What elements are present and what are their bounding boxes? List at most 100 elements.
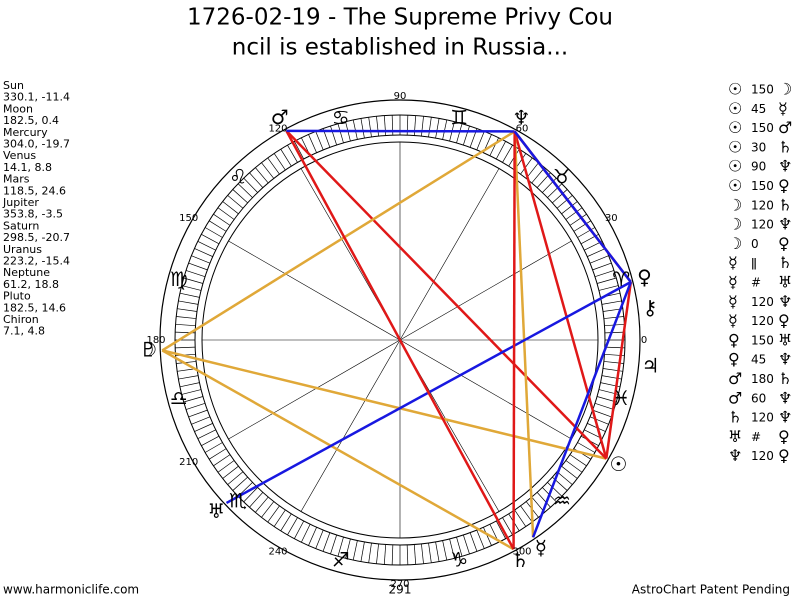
ring-tick: [280, 513, 292, 531]
aspect-planet: ♀: [778, 176, 790, 195]
planet-name: Mars: [3, 173, 30, 186]
aspect-planet: ☽: [778, 80, 792, 99]
degree-label: 180: [146, 335, 165, 346]
ring-tick: [255, 167, 269, 184]
ring-tick: [217, 207, 235, 220]
aspect-type: 150: [751, 333, 774, 347]
zodiac-sign: ♍: [170, 267, 188, 291]
planet-coords: 353.8, -3.5: [3, 208, 63, 221]
aspect-type: 150: [751, 83, 774, 97]
ring-tick: [502, 144, 513, 163]
aspect-line: [513, 131, 608, 459]
ring-tick: [183, 396, 204, 403]
aspect-line: [161, 130, 516, 352]
ring-tick: [209, 220, 227, 232]
planet-glyph: ⚷: [643, 295, 658, 319]
ring-tick: [360, 118, 365, 139]
aspect-planet: ♆: [778, 388, 792, 407]
ring-tick: [204, 442, 223, 453]
ring-tick: [227, 195, 244, 209]
planet-name: Venus: [3, 149, 36, 162]
ring-tick: [594, 403, 615, 410]
ring-tick: [294, 520, 305, 539]
ring-tick: [589, 416, 609, 425]
ring-tick: [489, 137, 499, 156]
ring-tick: [176, 361, 197, 364]
aspect-type: 120: [751, 295, 774, 309]
ring-tick: [213, 213, 231, 226]
ring-tick: [185, 270, 206, 277]
ring-tick: [249, 172, 264, 188]
aspect-type: 45: [751, 102, 766, 116]
ring-tick: [175, 346, 196, 349]
ring-tick: [267, 157, 280, 175]
ring-tick: [435, 541, 440, 562]
planet-coords: 14.1, 8.8: [3, 161, 52, 174]
aspect-planet: ♄: [778, 195, 792, 214]
ring-tick: [237, 183, 253, 198]
ring-tick: [273, 153, 286, 171]
planet-glyph: ♇: [139, 337, 157, 361]
ring-tick: [175, 323, 196, 327]
ring-tick: [594, 270, 615, 277]
aspect-type: ǁ: [751, 256, 757, 270]
ring-tick: [376, 116, 379, 137]
ring-tick: [456, 536, 463, 557]
ring-tick: [201, 435, 220, 446]
ring-tick: [185, 403, 206, 410]
aspect-planet: ☽: [728, 195, 742, 214]
ring-tick: [547, 183, 563, 198]
aspect-planet: ☿: [728, 292, 738, 311]
ring-tick: [177, 308, 198, 312]
ring-tick: [495, 520, 506, 539]
aspect-type: 120: [751, 218, 774, 232]
ring-tick: [556, 195, 573, 209]
ring-tick: [589, 255, 609, 264]
ring-tick: [383, 544, 387, 565]
aspect-type: 180: [751, 372, 774, 386]
planet-coords: 223.2, -15.4: [3, 255, 70, 268]
planet-glyph: ♂: [271, 105, 289, 129]
ring-tick: [456, 123, 463, 144]
planet-glyph: ♆: [512, 106, 530, 130]
ring-tick: [301, 524, 311, 543]
ring-tick: [604, 331, 625, 334]
ring-tick: [194, 248, 213, 257]
zodiac-sign: ♌: [229, 165, 247, 189]
ring-tick: [391, 544, 394, 565]
ring-tick: [261, 162, 275, 179]
aspect-planet: ♀: [778, 234, 790, 253]
planet-name: Mercury: [3, 126, 48, 139]
ring-tick: [476, 529, 485, 549]
planet-coords: 304.0, -19.7: [3, 138, 70, 151]
planet-glyph: ♄: [511, 548, 529, 572]
ascendant: 291: [389, 583, 412, 597]
aspect-type: 30: [751, 140, 766, 154]
ring-tick: [483, 527, 492, 546]
ring-tick: [552, 189, 568, 204]
ring-tick: [227, 471, 244, 485]
ring-tick: [188, 262, 208, 271]
aspect-line: [285, 130, 515, 550]
aspect-type: 120: [751, 449, 774, 463]
ring-tick: [261, 501, 275, 518]
ring-tick: [197, 241, 216, 251]
ring-tick: [337, 536, 344, 557]
zodiac-sign: ♒: [553, 488, 571, 512]
zodiac-sign: ♈: [612, 267, 630, 291]
ring-tick: [406, 544, 409, 565]
planet-coords: 61.2, 18.8: [3, 278, 59, 291]
degree-label: 0: [641, 335, 647, 346]
aspect-planet: ♄: [778, 137, 792, 156]
aspect-planet: ♆: [778, 292, 792, 311]
ring-tick: [587, 248, 606, 257]
planet-coords: 182.5, 0.4: [3, 114, 59, 127]
aspect-planet: ♆: [778, 157, 792, 176]
aspect-planet: ☿: [728, 253, 738, 272]
planet-name: Saturn: [3, 219, 39, 232]
aspect-planet: ☉: [728, 118, 742, 137]
ring-tick: [194, 423, 213, 432]
ring-tick: [255, 496, 269, 513]
ring-tick: [547, 482, 563, 497]
title-line: ncil is established in Russia...: [232, 35, 568, 61]
